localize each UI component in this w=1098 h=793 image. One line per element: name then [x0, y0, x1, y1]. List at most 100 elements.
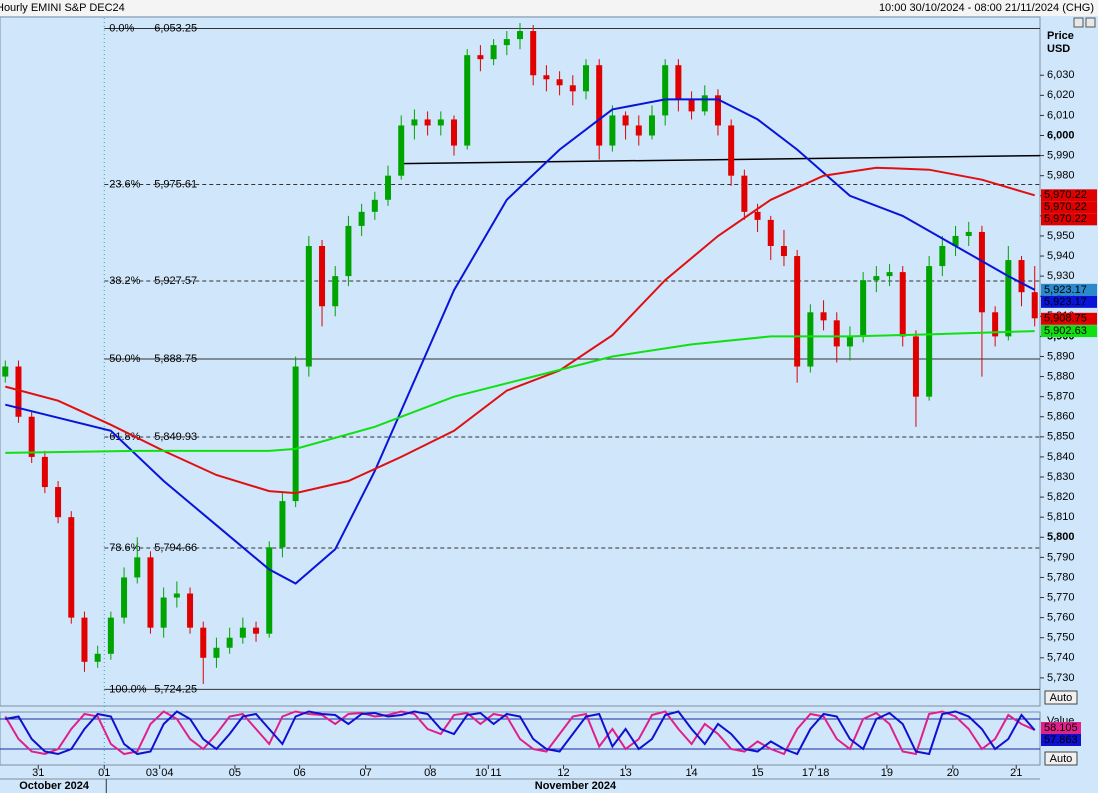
x-tick-label: 05: [229, 767, 241, 779]
fib-label: 100.0%: [109, 683, 147, 695]
y-tick-label: 5,780: [1047, 571, 1075, 583]
pane-button[interactable]: [1073, 17, 1084, 28]
candle-body: [635, 125, 642, 136]
y-tick-label: 5,790: [1047, 551, 1075, 563]
x-tick-label: 12: [557, 767, 569, 779]
candle-body: [398, 125, 405, 176]
date-range: 10:00 30/10/2024 - 08:00 21/11/2024 (CHG…: [879, 2, 1094, 14]
candle-body: [899, 272, 906, 337]
fib-value-label: 5,849.93: [154, 431, 197, 443]
chart-title: Hourly EMINI S&P DEC24: [0, 2, 125, 14]
auto-button-label[interactable]: Auto: [1050, 692, 1073, 704]
candle-body: [200, 627, 207, 658]
stochastic-label-box: [1041, 734, 1081, 746]
candle-body: [292, 366, 299, 502]
candle-body: [503, 39, 510, 46]
candle-body: [319, 245, 326, 307]
candle-body: [239, 627, 246, 638]
price-label-box: [1041, 201, 1097, 214]
x-tick-label: 15: [751, 767, 763, 779]
candle-body: [411, 119, 418, 126]
price-label-box: [1041, 325, 1097, 338]
fib-label: 38.2%: [109, 275, 140, 287]
candle-body: [543, 75, 550, 80]
y-tick-label: 5,990: [1047, 150, 1075, 162]
candle-body: [794, 256, 801, 367]
header-bar: [0, 0, 1098, 16]
moving-average: [5, 98, 1036, 585]
auto-button[interactable]: [1044, 751, 1078, 766]
y-tick-label: 5,760: [1047, 612, 1075, 624]
y-tick-label: 6,020: [1047, 89, 1075, 101]
candle-body: [2, 366, 9, 377]
candle-body: [662, 65, 669, 116]
trendline: [401, 154, 1041, 165]
candle-body: [517, 31, 523, 40]
fib-value-label: 5,927.57: [154, 275, 197, 287]
candle-body: [371, 199, 378, 212]
candle-body: [437, 119, 444, 126]
candle-body: [952, 235, 959, 246]
x-tick-label: 14: [685, 767, 697, 779]
candle-body: [451, 119, 458, 146]
fib-value-label: 5,975.61: [154, 178, 197, 190]
auto-button-label[interactable]: Auto: [1050, 753, 1073, 765]
x-tick-label: 20: [947, 767, 959, 779]
price-label-box: [1041, 283, 1097, 296]
price-label: 5,970.22: [1044, 189, 1087, 201]
y-tick-label: 5,830: [1047, 471, 1075, 483]
candle-body: [345, 225, 352, 277]
price-label: 5,923.17: [1044, 284, 1087, 296]
candle-body: [68, 517, 75, 618]
y-tick-label: 5,850: [1047, 431, 1075, 443]
candle-body: [965, 231, 972, 236]
y-tick-label: 6,030: [1047, 69, 1075, 81]
candle-body: [490, 45, 497, 60]
candle-body: [1018, 260, 1025, 293]
candle-body: [41, 456, 48, 488]
price-label-box: [1041, 213, 1097, 226]
x-tick-label: 06: [293, 767, 305, 779]
candle-body: [173, 593, 180, 598]
moving-average: [5, 166, 1035, 495]
candle-body: [279, 501, 286, 548]
candle-body: [596, 65, 603, 146]
fib-label: 78.6%: [109, 542, 140, 554]
candle-body: [1005, 260, 1012, 337]
candle-body: [609, 115, 616, 146]
candle-body: [846, 336, 853, 347]
candle-body: [160, 597, 167, 628]
candle-body: [147, 557, 154, 628]
candle-body: [912, 336, 919, 397]
stochastic-label: 57.863: [1044, 734, 1078, 746]
y-tick-label: 5,750: [1047, 632, 1075, 644]
candle-body: [648, 115, 655, 136]
fib-label: 0.0%: [109, 22, 134, 34]
x-tick-label: 10 11: [475, 767, 502, 779]
candle-body: [675, 65, 682, 100]
candle-body: [860, 280, 867, 337]
pane-button[interactable]: [1085, 17, 1096, 28]
candle-body: [688, 99, 695, 112]
candle-body: [1031, 292, 1038, 319]
y-tick-label: 5,820: [1047, 491, 1075, 503]
candle-body: [213, 647, 220, 658]
y-tick-label: 5,860: [1047, 411, 1075, 423]
price-label-box: [1041, 189, 1097, 202]
candle-body: [582, 65, 589, 92]
candle-body: [714, 95, 721, 126]
y-tick-label: 6,000: [1047, 129, 1075, 141]
candle-body: [992, 312, 999, 337]
fib-label: 61.8%: [109, 431, 140, 443]
candle-body: [741, 175, 748, 212]
x-tick-label: 21: [1010, 767, 1022, 779]
auto-button[interactable]: [1044, 690, 1078, 705]
y-axis-label: Price: [1047, 30, 1074, 42]
candle-body: [464, 55, 471, 146]
fib-label: 50.0%: [109, 353, 140, 365]
price-label: 5,902.63: [1044, 325, 1087, 337]
fib-label: 23.6%: [109, 178, 140, 190]
stochastic-label-box: [1041, 722, 1081, 734]
candle-body: [94, 653, 101, 662]
x-tick-label: 08: [424, 767, 436, 779]
